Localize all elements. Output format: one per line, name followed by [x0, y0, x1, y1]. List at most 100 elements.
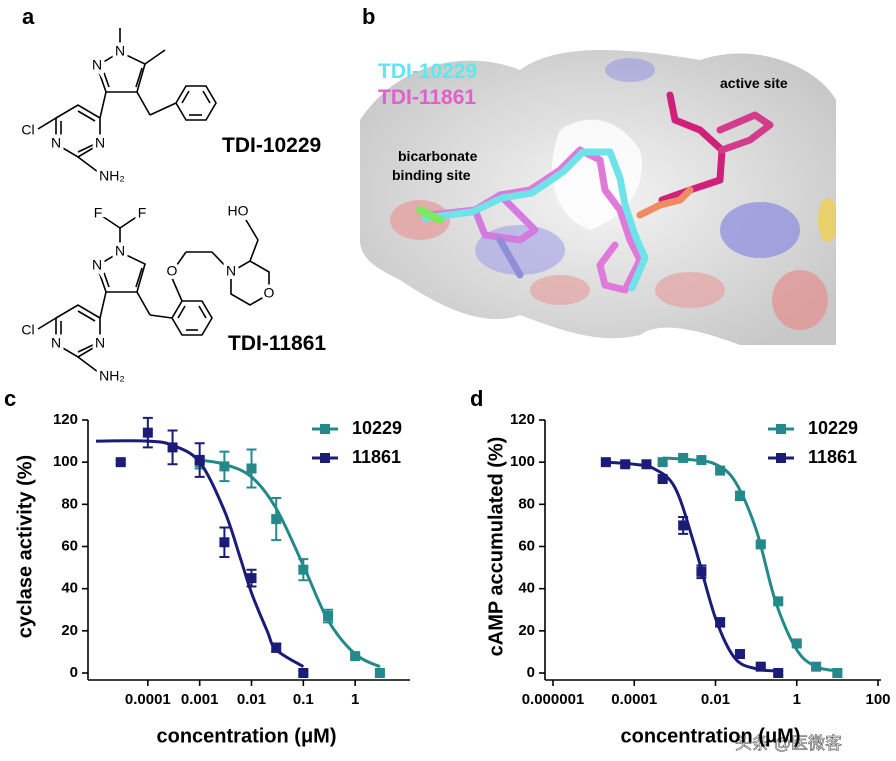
fit-curve [95, 439, 305, 668]
site-label: binding site [392, 167, 471, 183]
bonds [37, 28, 217, 173]
docking-image [360, 45, 836, 345]
x-tick-label: 0.01 [237, 691, 266, 708]
data-point [246, 463, 257, 474]
atom-label: N [51, 335, 61, 351]
data-point [657, 474, 668, 485]
x-tick-label: 0.0001 [611, 691, 657, 708]
bonds [37, 215, 270, 373]
y-tick-label: 40 [61, 580, 78, 597]
data-point [323, 611, 334, 622]
legend-label: TDI-11861 [378, 86, 476, 109]
data-point [773, 668, 784, 678]
atom-label: N [115, 43, 125, 59]
data-point [600, 457, 611, 468]
y-axis-title: cAMP accumulated (%) [485, 437, 507, 657]
fit-curve [199, 458, 381, 669]
panel-label: a [22, 4, 35, 29]
data-point [657, 457, 668, 468]
compound-name: TDI-10229 [222, 134, 321, 157]
atom-label: Cl [21, 122, 34, 138]
atom-label: NH₂ [99, 168, 125, 184]
watermark: 头条 @医微客 [735, 734, 842, 753]
legend-label: TDI-10229 [378, 60, 477, 83]
site-label: active site [720, 75, 788, 91]
data-point [219, 537, 230, 548]
atom-label: N [115, 243, 125, 259]
atom-label: Cl [21, 322, 34, 338]
data-point [271, 514, 282, 525]
legend-marker [776, 424, 786, 434]
data-point [194, 455, 205, 466]
data-point [115, 457, 126, 468]
data-point [271, 642, 282, 653]
data-point [791, 638, 802, 649]
fit-curve [662, 456, 838, 673]
atom-label: F [94, 205, 103, 221]
data-point [832, 668, 843, 678]
data-point [350, 651, 361, 662]
y-axis-title: cyclase activity (%) [14, 455, 36, 638]
y-tick-label: 60 [61, 537, 78, 554]
atom-label: O [167, 263, 178, 279]
data-point [734, 649, 745, 660]
data-point [811, 661, 822, 672]
x-axis-title: concentration (μM) [620, 725, 800, 747]
y-tick-label: 100 [510, 453, 535, 470]
data-point [734, 490, 745, 501]
y-tick-label: 60 [518, 537, 535, 554]
y-tick-label: 20 [61, 622, 78, 639]
x-tick-label: 1 [793, 691, 801, 708]
legend-label: 11861 [808, 447, 857, 467]
atom-label: O [264, 285, 275, 301]
compound-name: TDI-11861 [228, 332, 326, 355]
atom-label: N [95, 135, 105, 151]
fit-curve [605, 460, 776, 673]
atom-label: N [95, 335, 105, 351]
data-point [219, 461, 230, 472]
atom-label: N [51, 135, 61, 151]
data-point [755, 539, 766, 550]
y-tick-label: 0 [527, 664, 535, 681]
legend-label: 10229 [808, 418, 858, 438]
y-tick-label: 80 [61, 495, 78, 512]
panel-label: c [4, 386, 16, 411]
data-point [715, 465, 726, 476]
atom-label: F [138, 205, 147, 221]
y-tick-label: 80 [518, 495, 535, 512]
data-point [167, 442, 178, 453]
site-label: bicarbonate [398, 148, 478, 164]
atom-label: NH₂ [99, 368, 125, 384]
atom-label: HO [228, 203, 249, 219]
structure: F F N N O N HO O Cl N N NH₂ TDI-11861 [18, 199, 326, 387]
data-point [298, 564, 309, 575]
atom-label: N [92, 57, 102, 73]
data-point [773, 596, 784, 607]
data-point [678, 520, 689, 531]
data-point [246, 573, 257, 584]
data-point [715, 617, 726, 628]
structure: N N Cl N N NH₂ TDI-10229 [18, 28, 321, 187]
y-tick-label: 100 [53, 453, 78, 470]
data-point [298, 668, 309, 678]
data-point [142, 427, 153, 438]
data-point [696, 566, 707, 577]
data-point [755, 661, 766, 672]
data-point [696, 455, 707, 466]
x-tick-label: 0.001 [181, 691, 219, 708]
y-tick-label: 40 [518, 580, 535, 597]
atom-label: N [226, 263, 236, 279]
y-tick-label: 120 [510, 411, 535, 428]
panel-label: d [470, 386, 483, 411]
y-tick-label: 0 [70, 664, 78, 681]
data-point [641, 459, 652, 470]
panel-label: b [362, 4, 375, 29]
x-tick-label: 0.000001 [522, 691, 585, 708]
legend-marker [320, 424, 330, 434]
x-tick-label: 0.1 [293, 691, 314, 708]
x-tick-label: 100 [865, 691, 890, 708]
atom-label: N [92, 257, 102, 273]
x-axis-title: concentration (μM) [156, 725, 336, 747]
